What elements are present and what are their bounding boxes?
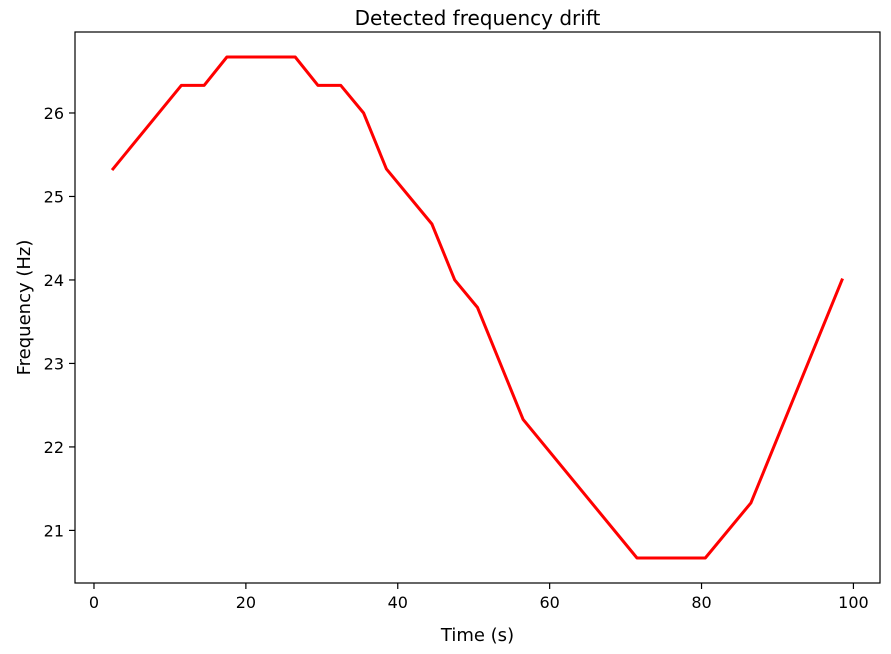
y-tick-label: 26 bbox=[44, 104, 64, 123]
x-tick-label: 100 bbox=[838, 593, 869, 612]
y-tick-label: 23 bbox=[44, 354, 64, 373]
chart-title: Detected frequency drift bbox=[355, 6, 601, 30]
y-tick-label: 24 bbox=[44, 271, 64, 290]
x-tick-label: 20 bbox=[236, 593, 256, 612]
y-axis-label: Frequency (Hz) bbox=[14, 240, 35, 376]
y-axis: 21 22 23 24 25 26 bbox=[44, 104, 75, 540]
x-tick-label: 60 bbox=[539, 593, 559, 612]
x-axis-label: Time (s) bbox=[440, 625, 514, 646]
y-tick-label: 25 bbox=[44, 187, 64, 206]
x-tick-label: 80 bbox=[691, 593, 711, 612]
x-tick-label: 40 bbox=[388, 593, 408, 612]
plot-frame bbox=[74, 31, 881, 584]
x-axis: 0 20 40 60 80 100 bbox=[89, 583, 869, 612]
series-line bbox=[110, 55, 844, 560]
y-tick-label: 22 bbox=[44, 438, 64, 457]
y-tick-label: 21 bbox=[44, 521, 64, 540]
x-tick-label: 0 bbox=[89, 593, 99, 612]
plot-area bbox=[110, 55, 844, 560]
